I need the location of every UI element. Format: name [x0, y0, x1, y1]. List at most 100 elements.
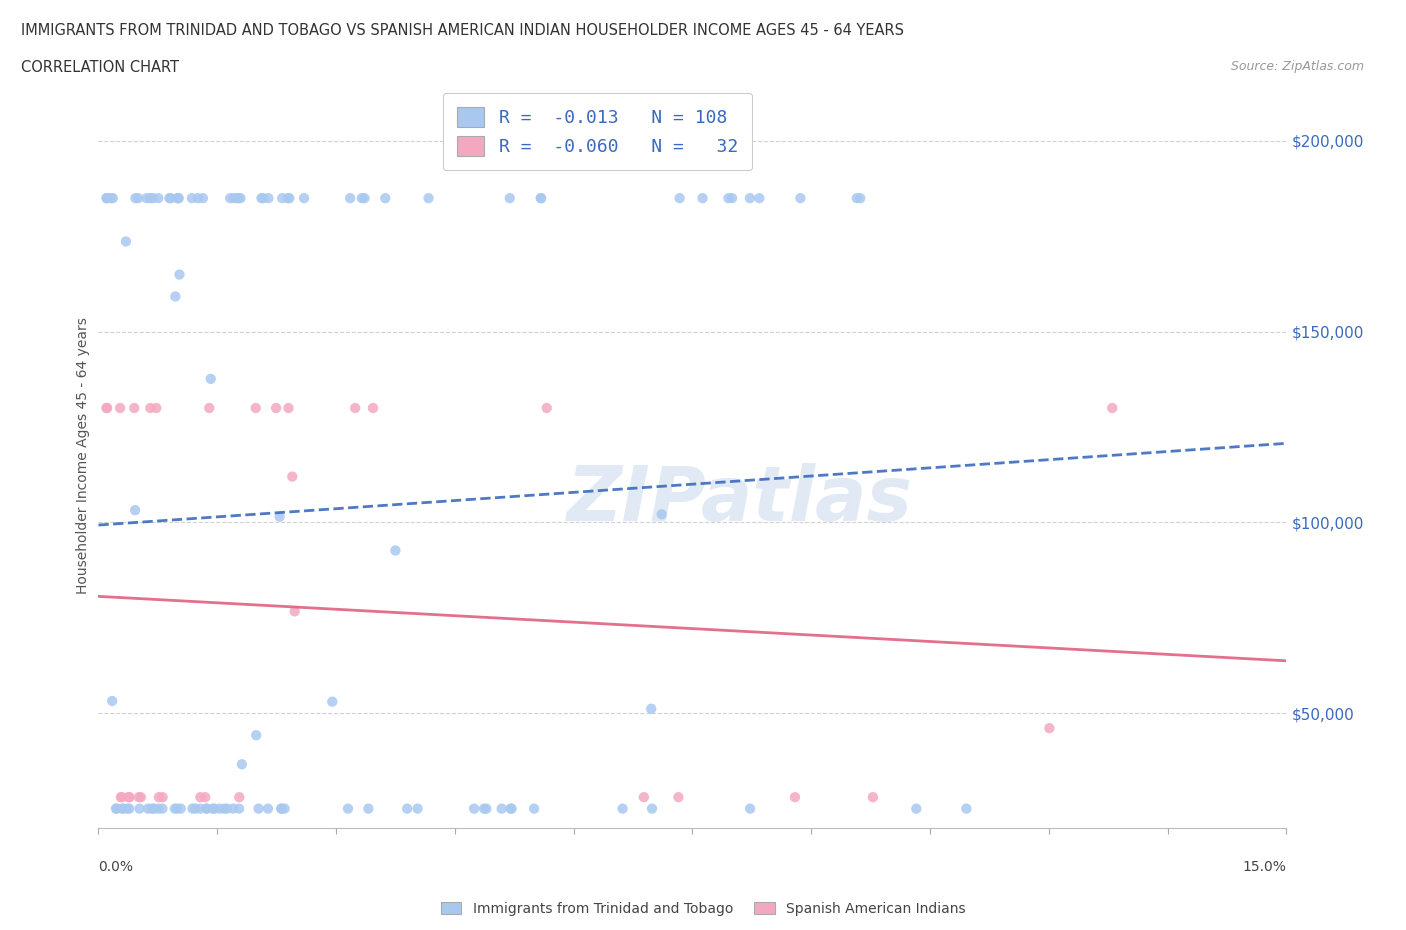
- Point: [353, 191, 375, 206]
- Point: [124, 191, 146, 206]
- Point: [640, 701, 662, 716]
- Point: [110, 790, 132, 804]
- Point: [118, 790, 141, 804]
- Point: [229, 191, 252, 206]
- Point: [96, 191, 118, 206]
- Text: 15.0%: 15.0%: [1243, 860, 1286, 874]
- Point: [721, 191, 744, 206]
- Point: [905, 801, 928, 816]
- Text: CORRELATION CHART: CORRELATION CHART: [21, 60, 179, 75]
- Point: [862, 790, 884, 804]
- Text: IMMIGRANTS FROM TRINIDAD AND TOBAGO VS SPANISH AMERICAN INDIAN HOUSEHOLDER INCOM: IMMIGRANTS FROM TRINIDAD AND TOBAGO VS S…: [21, 23, 904, 38]
- Point: [845, 191, 868, 206]
- Point: [187, 191, 209, 206]
- Point: [108, 401, 131, 416]
- Point: [738, 191, 761, 206]
- Point: [124, 503, 146, 518]
- Point: [166, 191, 188, 206]
- Point: [783, 790, 806, 804]
- Point: [217, 801, 239, 816]
- Point: [188, 801, 211, 816]
- Point: [228, 801, 250, 816]
- Point: [269, 510, 291, 525]
- Point: [284, 604, 307, 618]
- Point: [226, 191, 249, 206]
- Point: [337, 801, 360, 816]
- Point: [117, 790, 139, 804]
- Point: [111, 790, 134, 804]
- Point: [641, 801, 664, 816]
- Point: [1101, 401, 1123, 416]
- Point: [104, 801, 127, 816]
- Point: [128, 790, 150, 804]
- Point: [668, 191, 690, 206]
- Point: [231, 757, 253, 772]
- Point: [143, 801, 166, 816]
- Point: [163, 801, 186, 816]
- Point: [257, 801, 280, 816]
- Point: [271, 191, 294, 206]
- Legend: R =  -0.013   N = 108, R =  -0.060   N =   32: R = -0.013 N = 108, R = -0.060 N = 32: [443, 93, 752, 170]
- Point: [208, 801, 231, 816]
- Point: [278, 191, 301, 206]
- Point: [228, 790, 250, 804]
- Point: [112, 801, 135, 816]
- Point: [396, 801, 419, 816]
- Point: [748, 191, 770, 206]
- Point: [277, 191, 299, 206]
- Point: [191, 191, 214, 206]
- Point: [264, 401, 287, 416]
- Point: [226, 191, 249, 206]
- Point: [491, 801, 513, 816]
- Point: [166, 801, 188, 816]
- Point: [198, 401, 221, 416]
- Point: [167, 191, 190, 206]
- Point: [165, 289, 187, 304]
- Point: [142, 191, 165, 206]
- Point: [499, 801, 522, 816]
- Point: [252, 191, 274, 206]
- Point: [499, 191, 522, 206]
- Point: [277, 401, 299, 416]
- Point: [201, 801, 224, 816]
- Point: [101, 191, 124, 206]
- Point: [472, 801, 495, 816]
- Point: [523, 801, 546, 816]
- Point: [136, 801, 159, 816]
- Point: [357, 801, 380, 816]
- Y-axis label: Householder Income Ages 45 - 64 years: Householder Income Ages 45 - 64 years: [76, 317, 90, 594]
- Point: [141, 801, 163, 816]
- Point: [418, 191, 440, 206]
- Point: [281, 469, 304, 484]
- Text: Source: ZipAtlas.com: Source: ZipAtlas.com: [1230, 60, 1364, 73]
- Point: [849, 191, 872, 206]
- Point: [145, 401, 167, 416]
- Point: [955, 801, 977, 816]
- Point: [115, 801, 138, 816]
- Point: [222, 801, 245, 816]
- Legend: Immigrants from Trinidad and Tobago, Spanish American Indians: Immigrants from Trinidad and Tobago, Spa…: [434, 897, 972, 922]
- Point: [139, 401, 162, 416]
- Point: [152, 790, 174, 804]
- Point: [257, 191, 280, 206]
- Point: [292, 191, 315, 206]
- Point: [195, 801, 218, 816]
- Point: [633, 790, 655, 804]
- Point: [717, 191, 740, 206]
- Point: [245, 401, 267, 416]
- Text: ZIPatlas: ZIPatlas: [567, 463, 912, 538]
- Point: [692, 191, 714, 206]
- Point: [194, 790, 217, 804]
- Point: [148, 790, 170, 804]
- Point: [181, 801, 204, 816]
- Point: [157, 191, 180, 206]
- Point: [148, 801, 170, 816]
- Point: [530, 191, 553, 206]
- Point: [96, 401, 118, 416]
- Point: [374, 191, 396, 206]
- Point: [245, 728, 267, 743]
- Point: [127, 191, 149, 206]
- Point: [111, 801, 134, 816]
- Point: [180, 191, 202, 206]
- Point: [361, 401, 384, 416]
